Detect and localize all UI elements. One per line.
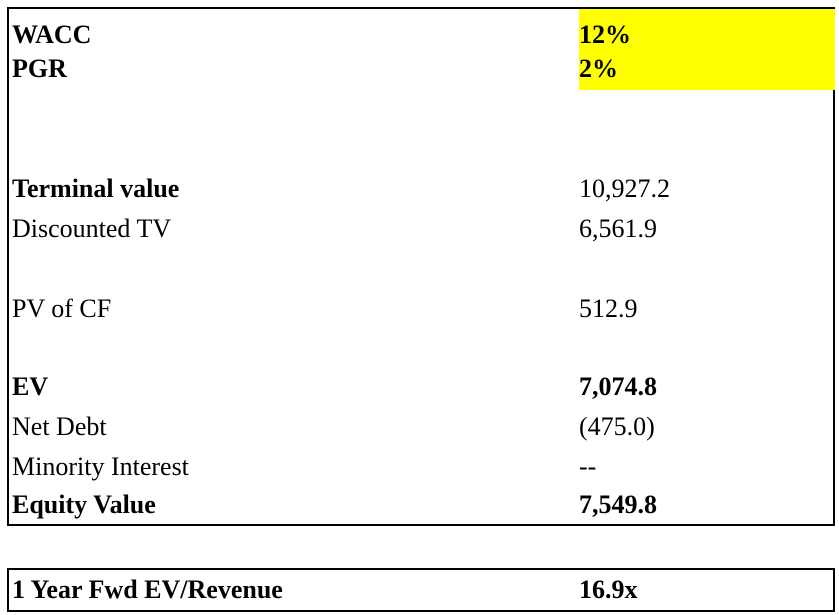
terminal-value-value: 10,927.2 bbox=[579, 174, 670, 203]
equity-value-label: Equity Value bbox=[12, 490, 156, 519]
ev-revenue-value: 16.9x bbox=[579, 575, 638, 604]
assumptions-highlight bbox=[579, 9, 835, 90]
wacc-label: WACC bbox=[12, 20, 92, 49]
ev-revenue-label: 1 Year Fwd EV/Revenue bbox=[12, 575, 283, 604]
valuation-table: WACC 12% PGR 2% Terminal value 10,927.2 … bbox=[7, 7, 835, 526]
ev-label: EV bbox=[12, 372, 49, 401]
pgr-label: PGR bbox=[12, 54, 67, 83]
wacc-value[interactable]: 12% bbox=[579, 20, 631, 49]
equity-value-value: 7,549.8 bbox=[579, 490, 657, 519]
pgr-value[interactable]: 2% bbox=[579, 54, 618, 83]
pv-of-cf-value: 512.9 bbox=[579, 294, 638, 323]
net-debt-label: Net Debt bbox=[12, 412, 107, 441]
minority-interest-value: -- bbox=[579, 452, 597, 481]
net-debt-value: (475.0) bbox=[579, 412, 655, 441]
ev-revenue-summary: 1 Year Fwd EV/Revenue 16.9x bbox=[7, 568, 835, 612]
discounted-tv-value: 6,561.9 bbox=[579, 214, 657, 243]
ev-value: 7,074.8 bbox=[579, 372, 657, 401]
pv-of-cf-label: PV of CF bbox=[12, 294, 112, 323]
terminal-value-label: Terminal value bbox=[12, 174, 180, 203]
discounted-tv-label: Discounted TV bbox=[12, 214, 172, 243]
minority-interest-label: Minority Interest bbox=[12, 452, 189, 481]
